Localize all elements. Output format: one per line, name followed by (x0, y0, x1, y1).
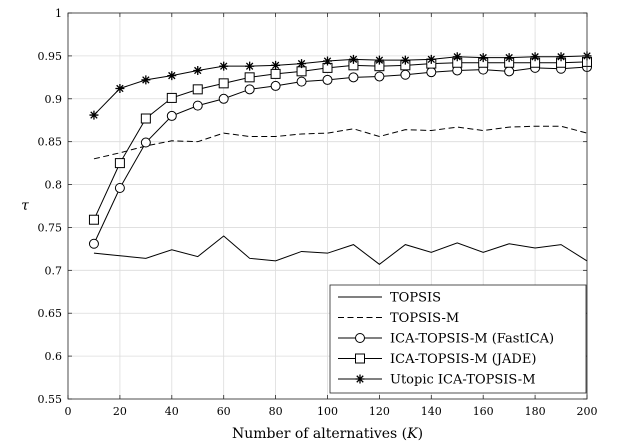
x-tick-label: 60 (217, 405, 231, 418)
data-point (114, 182, 125, 193)
x-tick-label: 0 (65, 405, 72, 418)
series-line (93, 235, 588, 265)
series-5 (89, 51, 592, 120)
data-point (374, 71, 385, 82)
legend-entry: ICA-TOPSIS-M (JADE) (338, 352, 536, 367)
y-tick-label: 0.85 (38, 136, 63, 149)
legend-marker (355, 353, 365, 364)
data-point (270, 68, 281, 79)
series-2 (93, 125, 588, 160)
y-tick-label: 0.9 (45, 93, 63, 106)
legend-marker (355, 374, 365, 384)
data-point (244, 72, 255, 83)
data-point (115, 83, 125, 93)
x-tick-label: 160 (473, 405, 494, 418)
data-point (244, 84, 255, 95)
data-point (426, 67, 437, 78)
y-tick-label: 0.7 (45, 264, 63, 277)
data-point (88, 238, 99, 249)
y-axis-label: τ (21, 198, 29, 214)
series-line (93, 125, 588, 160)
data-point (245, 61, 255, 71)
data-point (192, 84, 203, 95)
data-point (166, 92, 177, 103)
data-point (504, 66, 515, 77)
x-tick-label: 180 (525, 405, 546, 418)
legend-entry: TOPSIS (338, 291, 441, 306)
data-point (400, 69, 411, 80)
y-tick-label: 0.8 (45, 179, 63, 192)
legend-label: TOPSIS (390, 291, 441, 306)
data-point (192, 100, 203, 111)
data-point (167, 71, 177, 81)
data-point (400, 55, 410, 65)
data-point (140, 113, 151, 124)
data-point (270, 80, 281, 91)
series-1 (93, 235, 588, 265)
data-point (374, 55, 384, 65)
data-point (88, 214, 99, 225)
y-tick-label: 0.95 (38, 50, 63, 63)
legend-entry: TOPSIS-M (338, 311, 459, 326)
data-point (452, 52, 462, 62)
x-tick-label: 100 (317, 405, 338, 418)
legend-box (329, 284, 587, 394)
data-point (322, 74, 333, 85)
legend: TOPSIS TOPSIS-M ICA-TOPSIS-M (FastICA) ICA-… (329, 284, 587, 394)
legend-label: TOPSIS-M (390, 311, 459, 326)
y-tick-label: 0.65 (38, 307, 63, 320)
data-point (478, 53, 488, 63)
data-point (271, 60, 281, 70)
axis-ticks: 0 20 40 60 80 100 120 140 160 180 200 0.55 0.6 0.65 0.… (38, 7, 598, 418)
data-point (426, 54, 436, 64)
x-tick-label: 120 (369, 405, 390, 418)
data-point (297, 59, 307, 69)
data-point (218, 93, 229, 104)
data-point (140, 137, 151, 148)
legend-entry: Utopic ICA-TOPSIS-M (338, 373, 536, 388)
legend-label: ICA-TOPSIS-M (FastICA) (390, 332, 554, 347)
data-point (530, 52, 540, 62)
data-point (348, 54, 358, 64)
y-tick-label: 0.75 (38, 221, 63, 234)
x-tick-label: 140 (421, 405, 442, 418)
data-point (296, 66, 307, 77)
data-point (323, 56, 332, 66)
data-point (296, 76, 307, 87)
x-tick-label: 40 (165, 405, 179, 418)
legend-marker (355, 333, 365, 343)
x-tick-label: 80 (269, 405, 283, 418)
legend-label: ICA-TOPSIS-M (JADE) (390, 352, 536, 367)
data-point (218, 78, 229, 89)
y-tick-label: 1 (55, 7, 62, 20)
x-axis-label: Number of alternatives (K) (232, 426, 423, 442)
data-point (348, 72, 359, 83)
data-point (193, 65, 203, 75)
x-tick-label: 20 (113, 405, 127, 418)
y-tick-label: 0.6 (45, 350, 63, 363)
y-tick-label: 0.55 (38, 393, 63, 406)
data-point (141, 75, 151, 85)
data-point (219, 61, 229, 71)
data-point (114, 158, 125, 169)
x-tick-label: 200 (577, 405, 598, 418)
data-point (556, 52, 566, 62)
data-point (89, 110, 99, 120)
legend-entry: ICA-TOPSIS-M (FastICA) (338, 332, 554, 347)
data-point (504, 53, 514, 63)
legend-label: Utopic ICA-TOPSIS-M (390, 373, 536, 388)
data-point (166, 110, 177, 121)
